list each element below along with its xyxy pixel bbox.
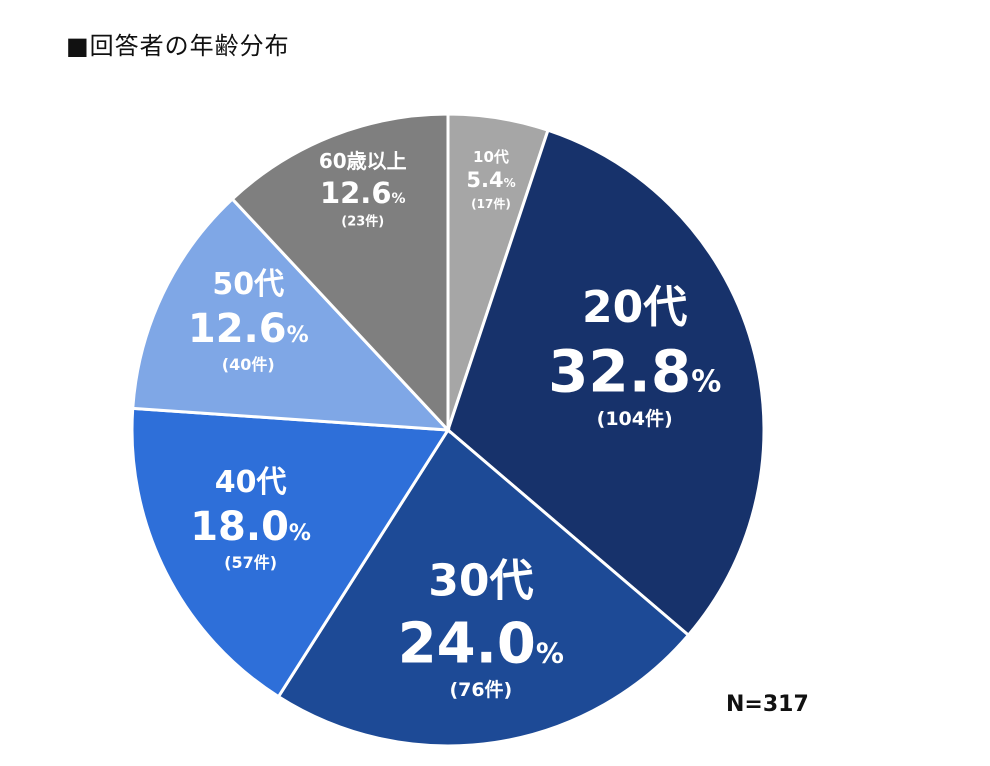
slice-category-label: 60歳以上 — [319, 149, 407, 173]
slice-category-label: 30代 — [428, 556, 533, 607]
pie-slice-1 — [446, 128, 766, 638]
pie-slice-4 — [131, 196, 452, 432]
slice-category-label: 10代 — [473, 148, 509, 166]
slice-category-label: 50代 — [212, 267, 284, 302]
slice-value-label: 18.0% — [190, 504, 311, 550]
slice-count-label: (17件) — [471, 196, 511, 211]
slice-category-label: 40代 — [215, 465, 287, 500]
slice-label-3: 40代 18.0% (57件) — [190, 465, 311, 572]
slice-value-label: 24.0% — [398, 612, 564, 677]
chart-title: ■回答者の年齢分布 — [66, 32, 290, 60]
slice-count-label: (104件) — [597, 407, 673, 430]
slice-value-label: 12.6% — [320, 176, 406, 210]
slice-label-4: 50代 12.6% (40件) — [188, 267, 309, 374]
slice-count-label: (76件) — [449, 678, 512, 701]
pie-slice-2 — [276, 427, 691, 748]
slice-label-5: 60歳以上 12.6% (23件) — [319, 149, 407, 230]
slice-count-label: (57件) — [224, 553, 277, 572]
slice-value-label: 32.8% — [548, 338, 721, 406]
slice-value-label: 12.6% — [188, 306, 309, 352]
slice-count-label: (40件) — [222, 355, 275, 374]
slice-label-0: 10代 5.4% (17件) — [466, 148, 515, 211]
slice-value-label: 5.4% — [466, 168, 515, 192]
sample-size-label: N=317 — [726, 692, 809, 717]
pie-slice-3 — [130, 406, 451, 699]
pie-slice-5 — [230, 112, 450, 434]
slice-category-label: 20代 — [582, 282, 687, 333]
slice-count-label: (23件) — [341, 214, 384, 230]
